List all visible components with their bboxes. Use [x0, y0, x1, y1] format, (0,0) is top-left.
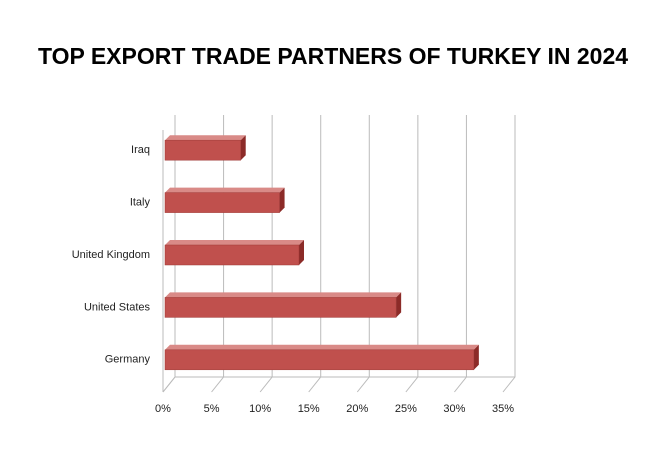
y-tick-label: Germany [105, 354, 151, 366]
bar [164, 349, 475, 371]
y-tick-label: United States [84, 301, 151, 313]
bar-side [299, 240, 304, 265]
x-tick-label: 0% [155, 403, 171, 415]
grid-line [356, 115, 370, 393]
x-tick-label: 30% [443, 403, 465, 415]
bar [164, 139, 241, 161]
y-tick-label: United Kingdom [72, 249, 150, 261]
x-tick-label: 10% [249, 403, 271, 415]
bar [164, 192, 280, 213]
x-tick-label: 15% [298, 403, 320, 415]
bar-top [165, 344, 479, 350]
x-tick-label: 35% [492, 403, 514, 415]
x-tick-label: 25% [395, 403, 417, 415]
bar-top [165, 187, 285, 193]
grid-line [308, 115, 322, 393]
bar-side [396, 292, 402, 318]
y-tick-label: Iraq [131, 144, 150, 156]
x-tick-label: 5% [204, 403, 220, 415]
y-tick-label: Italy [130, 197, 151, 209]
bar [164, 297, 397, 318]
bar-top [165, 292, 402, 298]
bar-top [165, 240, 304, 245]
x-tick-label: 20% [346, 403, 368, 415]
bar-side [279, 187, 285, 213]
bar-side [473, 344, 479, 370]
grid-line [454, 115, 467, 393]
grid-line [502, 115, 516, 393]
bar-top [165, 135, 246, 141]
bar-side [240, 135, 246, 161]
grid-line [405, 115, 419, 393]
chart-title: TOP EXPORT TRADE PARTNERS OF TURKEY IN 2… [38, 43, 628, 69]
bar [164, 244, 300, 266]
